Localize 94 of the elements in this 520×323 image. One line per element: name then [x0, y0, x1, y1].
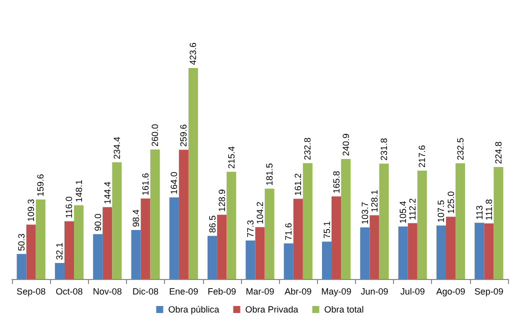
data-label: 144.4: [102, 182, 112, 204]
data-label: 75.1: [322, 221, 332, 239]
bar: [341, 159, 351, 279]
data-label: 423.6: [188, 42, 198, 66]
x-tick-label: Sep-08: [16, 286, 46, 296]
bar: [456, 163, 466, 279]
bar: [417, 170, 427, 279]
data-label: 71.6: [284, 222, 294, 240]
x-tick-label: Ene-09: [169, 286, 198, 296]
bar: [178, 150, 188, 279]
data-label: 259.6: [178, 124, 189, 147]
bar: [398, 226, 408, 279]
x-tick-label: Jul-09: [400, 286, 425, 296]
bar: [64, 221, 74, 279]
data-label: 161.2: [293, 173, 304, 196]
bar: [140, 198, 150, 279]
data-label: 128.9: [216, 189, 227, 212]
bar: [255, 227, 265, 279]
bar: [494, 167, 504, 279]
data-label: 181.5: [264, 163, 275, 186]
bar: [102, 207, 112, 279]
data-label: 98.4: [131, 209, 141, 227]
data-label: 232.8: [302, 138, 313, 160]
x-tick-label: Mar-09: [246, 286, 274, 296]
legend-label: Obra Privada: [245, 304, 298, 314]
data-label: 111.8: [484, 199, 494, 220]
bar: [208, 236, 218, 279]
x-tick-label: Dic-08: [132, 286, 159, 296]
bar: [16, 254, 26, 279]
bar: [217, 214, 227, 279]
data-label: 234.4: [112, 136, 122, 160]
data-label: 32.1: [54, 242, 65, 260]
data-label: 116.0: [64, 196, 74, 218]
data-label: 107.5: [436, 200, 446, 222]
bar: [131, 230, 141, 279]
bar: [246, 240, 256, 279]
data-label: 50.3: [16, 233, 27, 251]
bar: [150, 150, 160, 279]
x-tick-label: Sep-09: [474, 286, 504, 296]
bar: [264, 188, 274, 279]
data-label: 165.8: [331, 170, 342, 194]
data-label: 217.6: [417, 145, 428, 168]
bar: [484, 223, 494, 279]
data-label: 113: [474, 205, 484, 220]
data-label: 260.0: [150, 124, 160, 147]
bar: [169, 197, 179, 279]
bar: [26, 224, 36, 279]
data-label: 240.9: [340, 134, 351, 156]
bar: [370, 215, 380, 279]
data-label: 128.1: [369, 190, 380, 212]
x-tick-label: Oct-08: [56, 286, 83, 296]
data-label: 103.7: [360, 202, 370, 224]
data-label: 109.3: [26, 199, 36, 222]
bar: [436, 225, 446, 279]
x-tick-label: Ago-09: [436, 286, 466, 296]
bar: [302, 163, 312, 279]
data-label: 86.5: [207, 215, 218, 233]
x-tick-label: Jun-09: [360, 286, 388, 296]
data-label: 164.0: [169, 172, 180, 194]
bar: [379, 164, 389, 279]
bar: [36, 200, 46, 279]
bar: [188, 68, 198, 279]
data-label: 90.0: [92, 214, 103, 232]
data-label: 224.8: [493, 142, 504, 164]
legend-label: Obra total: [324, 304, 364, 314]
bar: [112, 162, 122, 279]
bar: [446, 216, 456, 279]
bar: [74, 205, 84, 279]
bar: [408, 223, 418, 279]
bar: [226, 172, 236, 279]
data-label: 232.5: [455, 138, 466, 160]
bar: [360, 227, 370, 279]
data-label: 161.6: [140, 172, 151, 196]
bar: [93, 234, 103, 279]
x-tick-label: Feb-09: [208, 286, 236, 296]
data-label: 159.6: [36, 174, 46, 197]
bar: [284, 243, 294, 279]
data-label: 215.4: [226, 146, 236, 169]
bar: [322, 242, 332, 279]
data-label: 112.2: [408, 198, 418, 220]
x-tick-label: Nov-08: [92, 286, 122, 296]
data-label: 148.1: [74, 180, 84, 202]
data-label: 77.3: [245, 220, 256, 238]
data-label: 231.8: [379, 138, 389, 161]
legend-label: Obra pública: [168, 304, 220, 314]
data-label: 104.2: [255, 202, 265, 224]
x-tick-label: Abr-09: [284, 286, 312, 296]
x-tick-label: May-09: [321, 286, 352, 296]
bar: [54, 263, 64, 279]
data-label: 105.4: [398, 200, 408, 224]
bar: [293, 198, 303, 279]
bar: [474, 222, 484, 279]
bar: [332, 196, 342, 279]
data-label: 125.0: [446, 191, 456, 214]
